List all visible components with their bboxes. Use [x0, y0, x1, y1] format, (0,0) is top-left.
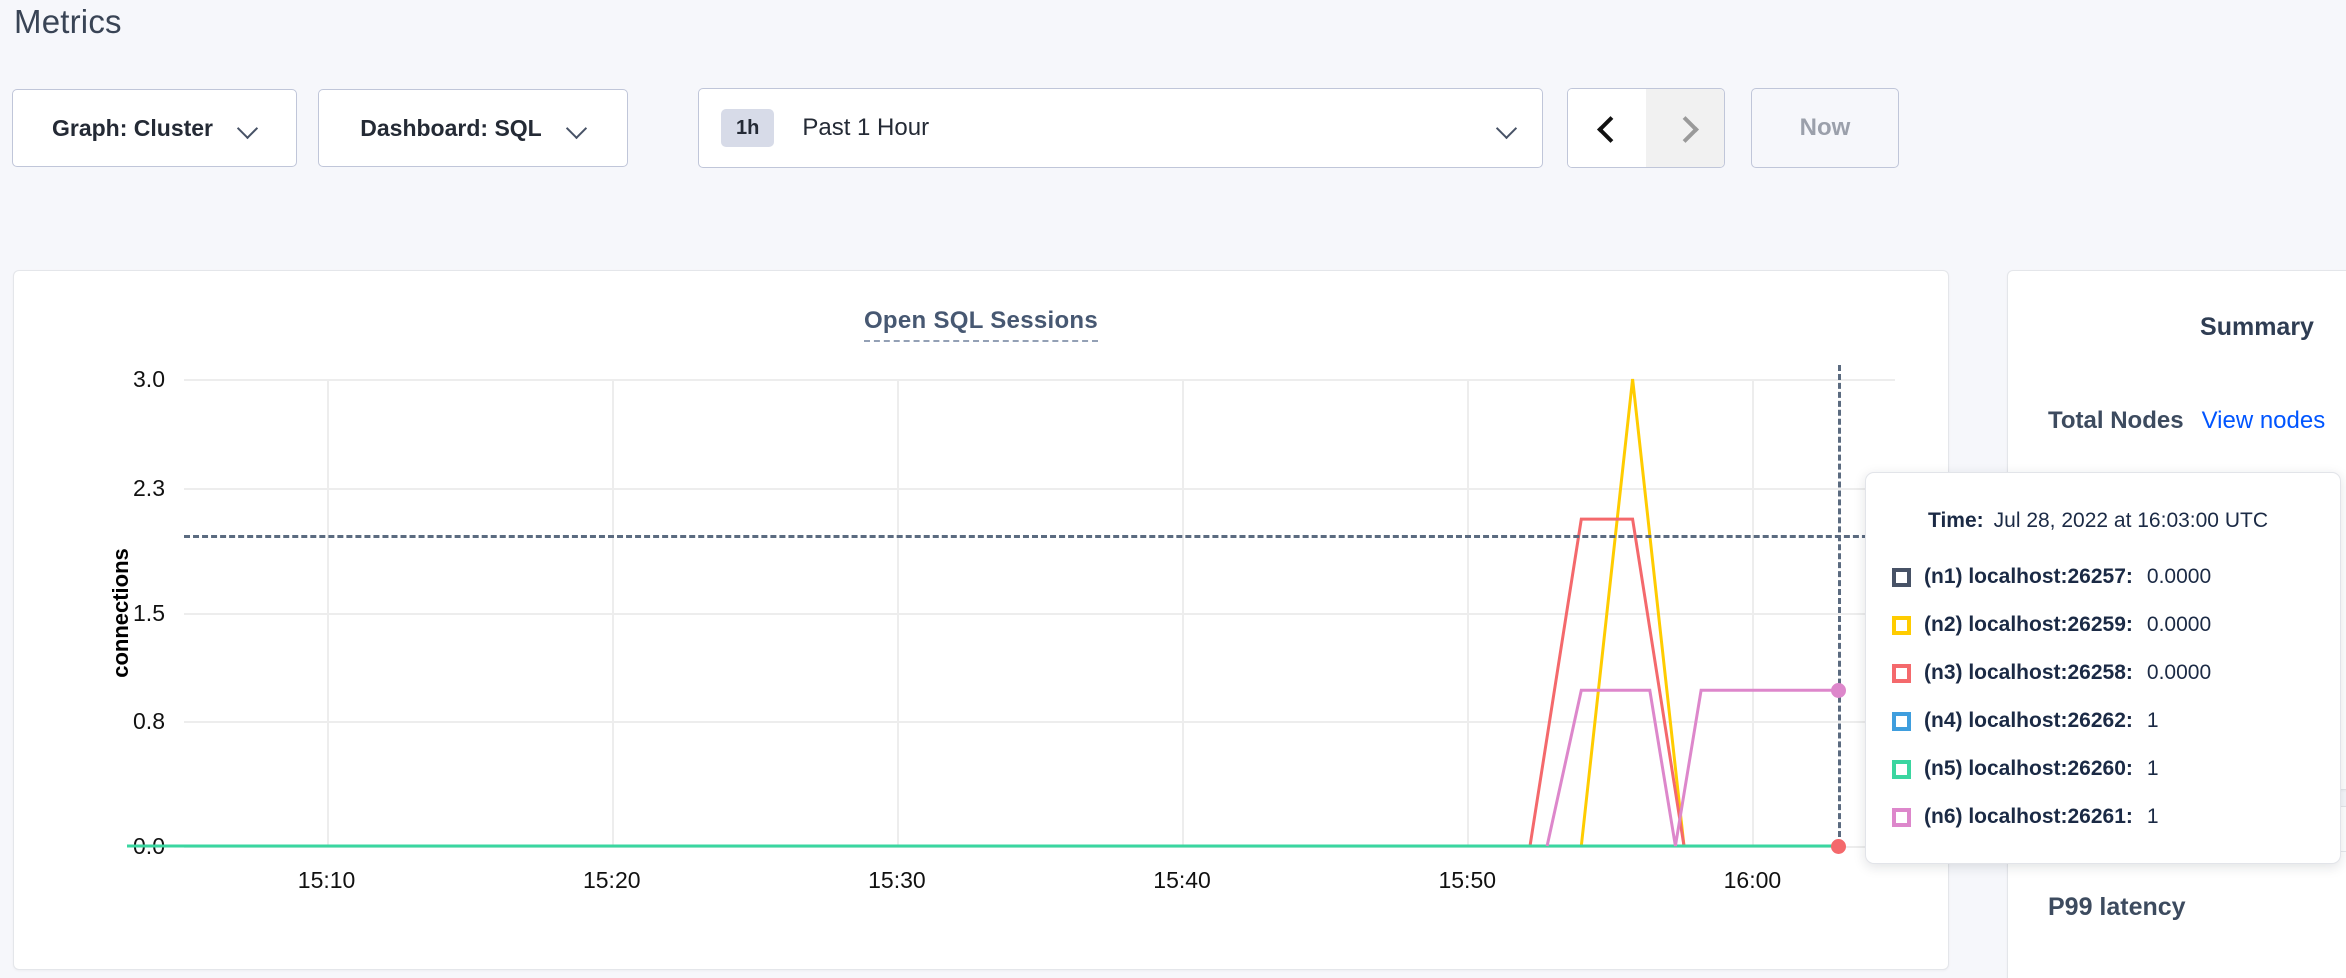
- cursor-dashed-line: [1837, 365, 1841, 846]
- tooltip-series-value: 1: [2146, 709, 2159, 732]
- tooltip-series-name: (n4) localhost:26262:: [1924, 709, 2133, 732]
- chevron-down-icon: [1498, 119, 1516, 137]
- chart-title: Open SQL Sessions: [14, 307, 1948, 342]
- gridline-vertical: [611, 379, 614, 846]
- now-button: Now: [1751, 88, 1899, 168]
- gridline-vertical: [326, 379, 329, 846]
- x-axis-tick: 15:30: [868, 867, 926, 893]
- tooltip-series-value: 1: [2146, 757, 2159, 780]
- series-color-swatch: [1892, 615, 1911, 635]
- time-next-button: [1646, 89, 1724, 167]
- gridline-vertical: [1182, 379, 1185, 846]
- x-axis-tick: 15:20: [582, 867, 641, 893]
- chevron-down-icon: [568, 119, 586, 137]
- data-point-marker: [1830, 683, 1846, 699]
- y-axis-tick: 1.5: [133, 599, 165, 626]
- gridline-horizontal: [184, 721, 1895, 724]
- tooltip-series-value: 0.0000: [2146, 565, 2212, 588]
- chart-plot-area: connections 0.0 0.8 1.5 2.3 3.0 15:10 15:20 15…: [108, 365, 1895, 893]
- graph-select-label: Graph: Cluster: [51, 114, 214, 141]
- tooltip-series-value: 0.0000: [2146, 613, 2212, 636]
- tooltip-row: (n6) localhost:26261: 1: [1892, 793, 2314, 841]
- series-color-swatch: [1892, 567, 1911, 587]
- time-nav-group: [1567, 88, 1725, 168]
- time-range-label: Past 1 Hour: [802, 114, 930, 141]
- gridline-vertical: [1467, 379, 1470, 846]
- summary-title: Summary: [2200, 313, 2314, 341]
- x-axis-tick: 15:40: [1153, 867, 1211, 893]
- dashboard-select[interactable]: Dashboard: SQL: [318, 89, 628, 167]
- data-point-marker: [1830, 839, 1846, 854]
- tooltip-series-name: (n6) localhost:26261:: [1924, 805, 2133, 828]
- view-nodes-link[interactable]: View nodes: [2201, 407, 2326, 434]
- total-nodes-row: Total Nodes View nodes: [2048, 407, 2325, 435]
- graph-select[interactable]: Graph: Cluster: [12, 89, 297, 167]
- series-color-swatch: [1892, 663, 1911, 683]
- time-range-select[interactable]: 1h Past 1 Hour: [698, 88, 1543, 168]
- page-title: Metrics: [14, 3, 122, 40]
- tooltip-row: (n3) localhost:26258: 0.0000: [1892, 649, 2314, 697]
- open-sql-sessions-chart-card: Open SQL Sessions connections 0.0 0.8 1.5 2…: [13, 270, 1949, 970]
- gridline-horizontal: [184, 612, 1895, 615]
- tooltip-series-value: 0.0000: [2146, 661, 2212, 684]
- time-range-badge: 1h: [721, 109, 775, 147]
- gridline-horizontal: [184, 487, 1895, 490]
- y-axis-tick: 3.0: [133, 366, 165, 392]
- tooltip-row: (n5) localhost:26260: 1: [1892, 745, 2314, 793]
- x-axis-tick: 15:10: [297, 867, 356, 893]
- dashboard-select-label: Dashboard: SQL: [360, 114, 542, 141]
- threshold-dashed-line: [184, 534, 1895, 538]
- tooltip-series-name: (n3) localhost:26258:: [1924, 661, 2133, 684]
- y-axis-tick: 0.8: [133, 708, 165, 735]
- tooltip-time-value: Jul 28, 2022 at 16:03:00 UTC: [1993, 509, 2268, 532]
- tooltip-time-label: Time:: [1928, 509, 1984, 532]
- chart-series: [127, 378, 1838, 848]
- chevron-down-icon: [239, 119, 257, 137]
- tooltip-series-name: (n1) localhost:26257:: [1924, 565, 2133, 588]
- gridline-vertical: [1752, 379, 1755, 846]
- series-line: [1545, 688, 1838, 847]
- tooltip-series-name: (n5) localhost:26260:: [1924, 757, 2133, 780]
- x-axis-tick: 15:50: [1438, 867, 1497, 893]
- total-nodes-label: Total Nodes: [2048, 407, 2184, 434]
- series-color-swatch: [1892, 711, 1911, 731]
- toolbar: Graph: Cluster Dashboard: SQL 1h Past 1 …: [12, 88, 1899, 168]
- tooltip-series-name: (n2) localhost:26259:: [1924, 613, 2133, 636]
- gridline-vertical: [896, 379, 899, 846]
- tooltip-time: Time: Jul 28, 2022 at 16:03:00 UTC: [1928, 509, 2314, 533]
- series-line: [1530, 378, 1838, 848]
- chart-tooltip: Time: Jul 28, 2022 at 16:03:00 UTC (n1) l…: [1865, 472, 2341, 864]
- tooltip-row: (n1) localhost:26257: 0.0000: [1892, 553, 2314, 601]
- p99-latency-title: P99 latency: [2048, 893, 2186, 921]
- y-axis-tick: 2.3: [133, 474, 165, 501]
- tooltip-row: (n4) localhost:26262: 1: [1892, 697, 2314, 745]
- series-color-swatch: [1892, 807, 1911, 827]
- x-axis-tick: 16:00: [1723, 867, 1782, 893]
- chevron-right-icon: [1674, 117, 1696, 139]
- time-prev-button[interactable]: [1568, 89, 1646, 167]
- gridline-horizontal: [184, 379, 1895, 381]
- chevron-left-icon: [1596, 117, 1618, 139]
- tooltip-row: (n2) localhost:26259: 0.0000: [1892, 601, 2314, 649]
- series-color-swatch: [1892, 759, 1911, 779]
- tooltip-series-value: 1: [2146, 805, 2159, 828]
